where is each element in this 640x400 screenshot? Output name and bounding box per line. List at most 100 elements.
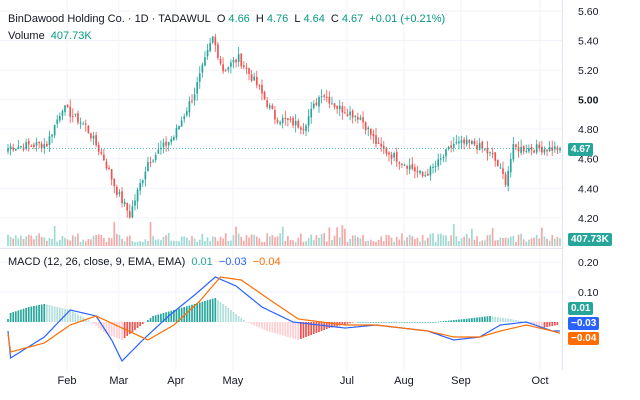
volume-bar	[204, 241, 206, 246]
volume-bar	[126, 236, 129, 246]
histogram-bar	[432, 322, 434, 323]
volume-bar	[165, 235, 167, 246]
volume-bar	[193, 238, 196, 246]
time-axis[interactable]: Feb Mar Apr May Jul Aug Sep Oct	[58, 375, 549, 387]
histogram-bar	[14, 311, 17, 322]
volume-bar	[27, 234, 30, 246]
volume-bar	[530, 238, 533, 246]
candle	[134, 200, 136, 206]
candle	[40, 143, 43, 149]
histogram-bar	[136, 322, 139, 328]
histogram-bar	[121, 322, 123, 340]
candle	[53, 124, 56, 136]
histogram-bar	[206, 300, 209, 322]
volume-bar	[375, 241, 377, 246]
candle	[105, 161, 108, 169]
histogram-bar	[372, 322, 375, 323]
candle	[559, 148, 561, 151]
volume-bar	[167, 233, 170, 246]
volume-bar	[372, 241, 375, 246]
volume-bar	[183, 236, 186, 246]
low-label: L	[294, 13, 301, 25]
candle	[188, 101, 191, 113]
volume-bar	[416, 237, 419, 246]
histogram-bar	[411, 322, 414, 323]
candle	[530, 146, 533, 151]
histogram-bar	[116, 322, 118, 338]
volume-label[interactable]: Volume	[8, 30, 45, 42]
candle	[141, 180, 144, 184]
candle	[204, 57, 206, 66]
candle	[128, 211, 131, 218]
histogram-bar	[447, 320, 450, 322]
candle	[79, 122, 82, 124]
histogram-bar	[455, 319, 458, 322]
candle	[465, 139, 468, 145]
candle	[341, 106, 344, 113]
histogram-bar	[255, 322, 258, 327]
price-axis[interactable]: 5.60 5.40 5.20 5.00 4.80 4.60 4.40 4.20 0.20 0.10	[578, 6, 599, 299]
candle	[87, 125, 90, 133]
histogram-bar	[359, 322, 362, 323]
volume-bar	[289, 240, 292, 246]
volume-bar	[344, 228, 346, 246]
histogram-bar	[118, 322, 121, 339]
histogram-bar	[108, 322, 110, 335]
volume-value: 407.73K	[50, 30, 92, 42]
histogram-bar	[346, 322, 349, 324]
macd-label[interactable]: MACD (12, 26, close, 9, EMA, EMA)	[8, 256, 186, 268]
histogram-bar	[74, 313, 77, 322]
macd-tick-label: 0.20	[578, 257, 599, 269]
volume-bar	[173, 240, 175, 246]
volume-bar	[307, 238, 310, 246]
volume-bar	[17, 238, 20, 246]
candle	[434, 166, 437, 168]
candle	[287, 118, 289, 120]
candle	[502, 168, 504, 174]
candle	[551, 147, 554, 151]
candle	[312, 103, 315, 108]
volume-bar	[548, 240, 551, 246]
volume-bar	[71, 235, 74, 246]
volume-bar	[364, 241, 367, 246]
histogram-bar	[351, 322, 354, 323]
time-tick-label: May	[222, 375, 243, 387]
volume-bar	[535, 234, 538, 246]
histogram-bar	[471, 318, 473, 322]
candle	[17, 146, 20, 149]
histogram-bar	[538, 322, 541, 327]
symbol-title[interactable]: BinDawood Holding Co. · 1D · TADAWUL	[8, 13, 211, 25]
histogram-bar	[7, 319, 9, 322]
volume-bar	[196, 242, 199, 246]
histogram-bar	[204, 301, 206, 322]
histogram-bar	[312, 322, 315, 334]
volume-bar	[9, 236, 12, 246]
candle	[331, 103, 333, 105]
volume-bar	[33, 239, 35, 246]
volume-bar	[178, 241, 180, 246]
volume-bar	[406, 237, 408, 246]
candle	[33, 144, 35, 147]
histogram-bar	[271, 322, 274, 333]
candle	[411, 164, 414, 169]
histogram-bar	[287, 322, 289, 337]
candle	[165, 141, 167, 146]
histogram-bar	[341, 322, 344, 325]
volume-bar	[121, 238, 123, 246]
candle	[346, 114, 349, 117]
histogram-bar	[51, 305, 53, 322]
volume-bar	[403, 240, 406, 246]
histogram-bar	[421, 322, 424, 323]
candle	[388, 152, 390, 155]
histogram-bar	[507, 318, 510, 322]
volume-bar	[209, 240, 211, 246]
volume-bar	[82, 239, 84, 246]
candle	[242, 65, 245, 68]
volume-bar	[401, 233, 403, 246]
volume-bar	[237, 233, 240, 246]
candle	[517, 147, 520, 152]
volume-bar	[245, 235, 248, 246]
candle	[51, 134, 53, 137]
volume-bar	[188, 240, 191, 246]
price-tick-label: 4.80	[578, 124, 599, 136]
